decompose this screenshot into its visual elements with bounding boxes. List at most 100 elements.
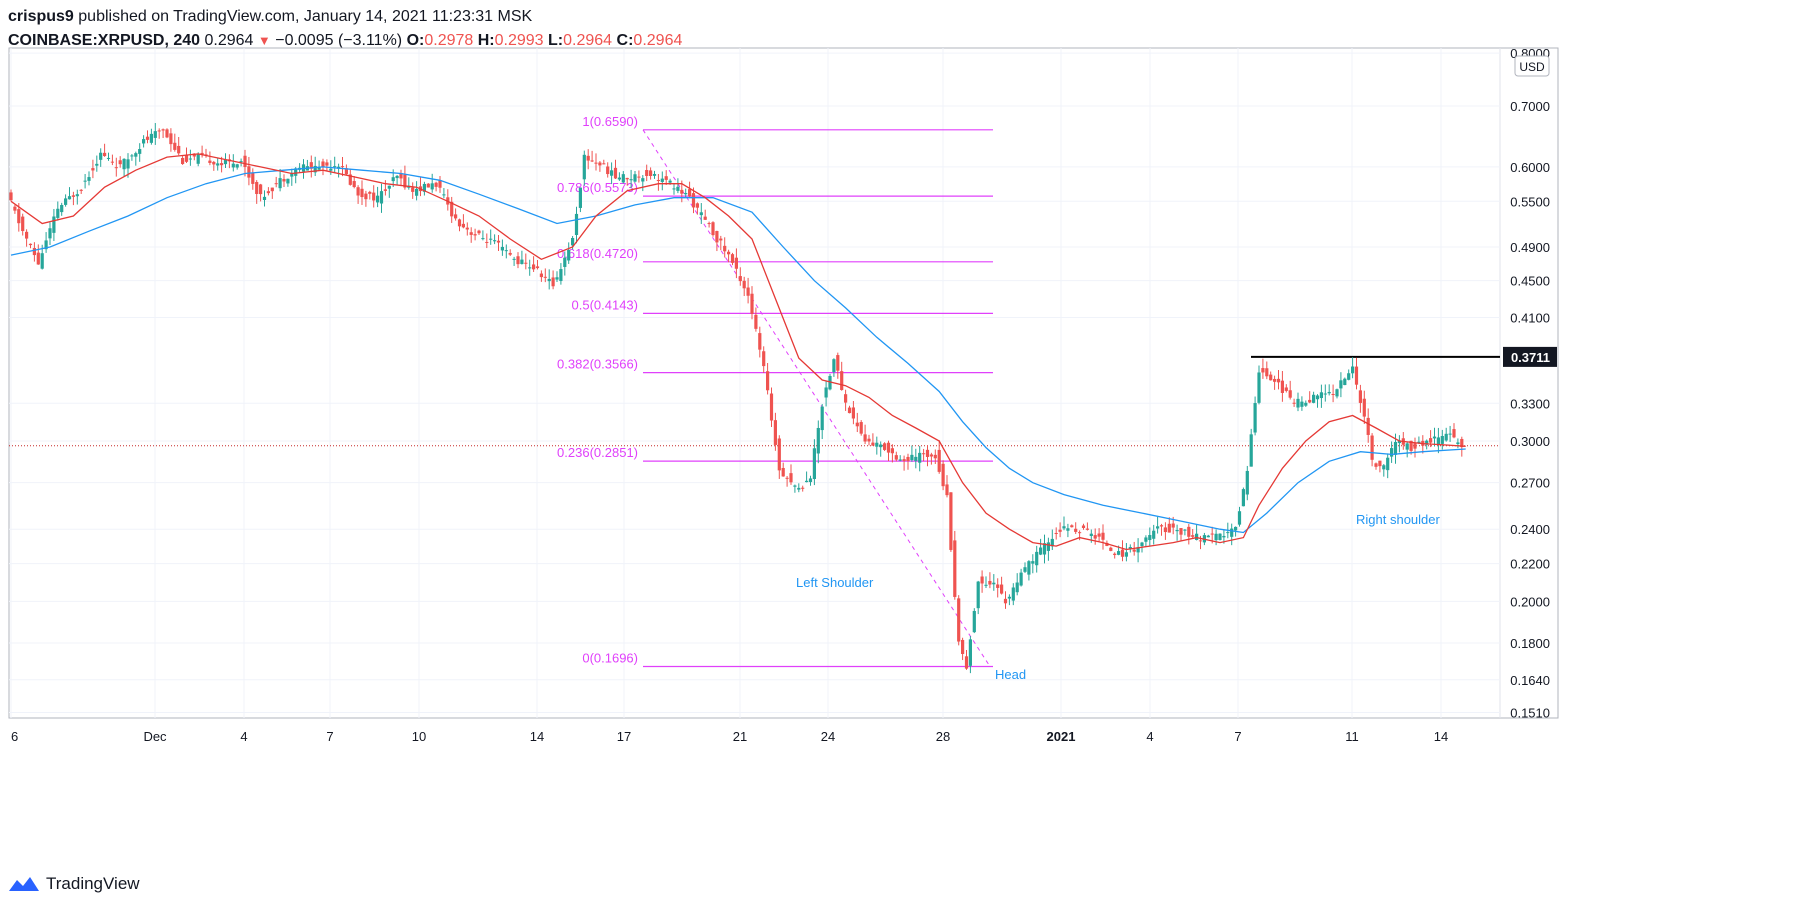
candle-body bbox=[1413, 443, 1417, 449]
candle-body bbox=[559, 269, 563, 282]
candle-body bbox=[906, 456, 910, 462]
unit-badge-box bbox=[1514, 55, 1550, 77]
candle bbox=[450, 196, 454, 223]
close-value: 0.2964 bbox=[633, 32, 683, 49]
candle bbox=[216, 158, 220, 171]
candle-body bbox=[758, 333, 762, 350]
candle bbox=[1362, 390, 1366, 425]
candle bbox=[157, 128, 161, 139]
candle bbox=[1257, 365, 1261, 405]
candle-body bbox=[118, 160, 122, 165]
candle bbox=[836, 352, 840, 379]
candle-body bbox=[184, 154, 189, 162]
candle bbox=[1249, 428, 1253, 467]
candle bbox=[723, 237, 727, 258]
candle-body bbox=[625, 177, 629, 180]
candle-body bbox=[961, 639, 965, 654]
candle-body bbox=[727, 251, 731, 255]
candle bbox=[1382, 464, 1386, 477]
candle-body bbox=[1214, 533, 1218, 541]
candle bbox=[126, 153, 130, 178]
candle-body bbox=[1062, 526, 1066, 529]
x-tick-label: 6 bbox=[11, 729, 18, 744]
y-axis: 0.80000.70000.60000.55000.49000.45000.41… bbox=[1510, 46, 1550, 720]
candle bbox=[1156, 516, 1160, 534]
candle-body bbox=[161, 129, 165, 131]
candle-body bbox=[352, 181, 356, 188]
candle-body bbox=[1148, 535, 1152, 541]
candle-body bbox=[1050, 538, 1054, 547]
publisher-name[interactable]: crispus9 bbox=[8, 8, 74, 25]
candle-body bbox=[223, 159, 228, 165]
candle bbox=[177, 136, 181, 156]
candle-body bbox=[1432, 436, 1437, 439]
candle bbox=[1339, 372, 1343, 398]
x-tick-label: 28 bbox=[936, 729, 950, 744]
candle bbox=[1347, 369, 1351, 381]
candle bbox=[859, 420, 863, 436]
candle-body bbox=[1331, 394, 1335, 396]
candle-body bbox=[122, 158, 126, 170]
candle bbox=[344, 164, 348, 175]
candle-body bbox=[235, 164, 239, 168]
candle-body bbox=[1429, 438, 1433, 443]
candle-body bbox=[945, 484, 949, 496]
candle bbox=[1000, 576, 1004, 595]
candle-body bbox=[438, 180, 442, 188]
candle bbox=[707, 221, 711, 228]
candle-body bbox=[67, 196, 72, 200]
candle-body bbox=[742, 280, 746, 289]
candle bbox=[372, 185, 376, 208]
candle-body bbox=[294, 168, 298, 176]
candle bbox=[602, 159, 606, 165]
candle bbox=[1245, 465, 1249, 501]
candle bbox=[317, 160, 321, 170]
candle bbox=[719, 235, 723, 251]
candle-body bbox=[21, 216, 25, 232]
candle bbox=[968, 636, 972, 674]
candle-body bbox=[212, 161, 216, 165]
candle bbox=[95, 155, 99, 172]
candle bbox=[325, 159, 329, 171]
candle-body bbox=[169, 133, 173, 145]
candle-body bbox=[395, 175, 399, 179]
candle bbox=[789, 464, 793, 485]
candle-body bbox=[652, 173, 657, 176]
x-tick-label: 4 bbox=[240, 729, 247, 744]
grid-lines bbox=[9, 48, 1500, 718]
candle bbox=[106, 152, 111, 161]
tradingview-logo-icon bbox=[9, 877, 39, 891]
candle bbox=[348, 168, 352, 186]
candle bbox=[578, 187, 582, 213]
candle bbox=[231, 154, 235, 172]
y-tick-label: 0.5500 bbox=[1510, 194, 1550, 209]
candle bbox=[364, 190, 368, 207]
candle-body bbox=[1167, 523, 1171, 533]
candle bbox=[883, 442, 887, 452]
x-tick-label: 14 bbox=[1434, 729, 1448, 744]
candle-body bbox=[383, 189, 387, 191]
candle-body bbox=[1078, 532, 1082, 534]
candle bbox=[1085, 522, 1089, 531]
candle-body bbox=[964, 656, 969, 669]
candle bbox=[984, 576, 988, 588]
candle-body bbox=[563, 257, 567, 267]
candle-body bbox=[1362, 398, 1366, 417]
candle-body bbox=[613, 167, 618, 179]
candle bbox=[1448, 425, 1452, 442]
candle-body bbox=[1195, 533, 1199, 540]
candle bbox=[500, 239, 504, 256]
candle bbox=[36, 244, 40, 265]
candle bbox=[610, 162, 614, 185]
candle bbox=[711, 221, 715, 237]
candle bbox=[465, 222, 469, 236]
candle-body bbox=[516, 256, 520, 265]
candle bbox=[1343, 377, 1347, 386]
candle-body bbox=[925, 449, 930, 457]
candle-body bbox=[1296, 398, 1300, 408]
candle-body bbox=[1226, 532, 1230, 534]
candle-body bbox=[1132, 549, 1136, 552]
candle-body bbox=[1351, 366, 1355, 374]
candle-body bbox=[1105, 542, 1109, 546]
